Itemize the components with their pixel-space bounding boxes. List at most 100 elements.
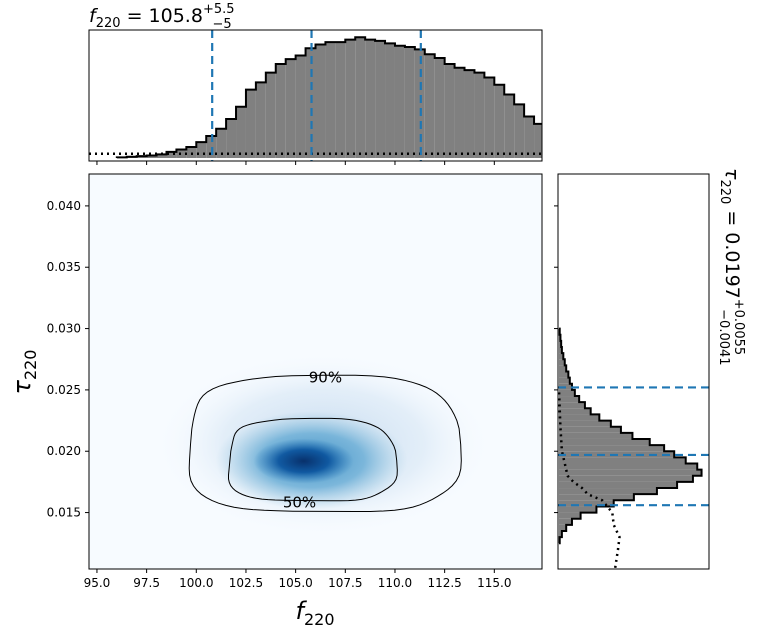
f220-bin	[414, 49, 425, 158]
y-axis-label: τ220	[8, 350, 40, 395]
density-heatmap	[154, 352, 493, 537]
tau220-bin	[559, 530, 562, 538]
tau220-bin	[559, 414, 600, 421]
contour-label-50: 50%	[283, 494, 316, 512]
contour-90	[188, 374, 462, 512]
f220-bin	[394, 45, 405, 159]
tau220-bin	[559, 402, 585, 409]
f220-bin	[564, 142, 574, 158]
tau220-bin	[559, 469, 702, 476]
x-axis-label: f220	[296, 597, 335, 629]
tau220-bin	[559, 438, 650, 446]
x-axis-ticks: 95.0 97.5 100.0 102.5 105.0 107.5 110.0 112.5 11…	[84, 569, 511, 590]
f220-bin	[196, 142, 207, 158]
f220-marginal-panel: f220 = 105.8+5.5 −5	[88, 2, 633, 165]
f220-bin	[226, 118, 237, 158]
joint-frame	[88, 173, 543, 570]
tau220-histogram	[558, 327, 703, 568]
tau220-bin	[559, 353, 564, 360]
right-panel-frame	[557, 173, 710, 570]
f220-bin	[216, 128, 227, 158]
joint-posterior-panel: 90% 50% 95.0 97.5 100.0 102.5 105.0 107.5 110.0…	[8, 173, 543, 629]
f220-quantile-lines	[211, 30, 422, 161]
f220-bin	[474, 72, 485, 158]
f220-bin	[245, 89, 256, 158]
f220-histogram-outline	[115, 36, 542, 159]
f220-bin	[176, 149, 187, 158]
tau220-bin	[559, 506, 597, 513]
f220-bin	[484, 77, 495, 158]
tau220-bin	[559, 500, 614, 507]
tau220-bin	[559, 426, 621, 433]
contour-label-90: 90%	[309, 368, 342, 386]
f220-bin	[554, 136, 564, 158]
tau220-title: τ220 = 0.0197+0.0055−0.0041	[716, 168, 746, 366]
f220-bin	[375, 40, 386, 158]
x-tick-label: 105.0	[278, 576, 312, 590]
tau220-bin	[559, 463, 698, 470]
f220-bin	[494, 84, 505, 158]
x-tick-label: 95.0	[84, 576, 111, 590]
tau220-bin	[559, 377, 570, 384]
f220-bin	[604, 154, 614, 158]
tau220-bin	[559, 445, 665, 452]
tau220-prior-line	[558, 389, 621, 568]
tau220-marginal-panel: τ220 = 0.0197+0.0055−0.0041	[554, 168, 746, 570]
f220-bin	[524, 116, 535, 158]
tau220-bin	[559, 420, 611, 427]
tau220-bin	[559, 371, 569, 378]
f220-bin	[584, 151, 594, 158]
tau220-bin	[559, 512, 581, 519]
f220-bin	[514, 104, 525, 158]
y-tick-label: 0.030	[47, 322, 81, 336]
tau220-bin	[559, 340, 562, 347]
density-core	[253, 438, 354, 484]
credible-contours: 90% 50%	[188, 368, 462, 512]
f220-bin	[574, 146, 584, 158]
f220-bin	[594, 153, 604, 158]
x-tick-label: 110.0	[378, 576, 412, 590]
f220-bin	[255, 82, 266, 158]
tau220-bin	[559, 524, 567, 531]
f220-bin	[544, 129, 554, 158]
f220-bin	[146, 155, 157, 158]
tau220-bin	[559, 488, 657, 495]
tau220-bin	[559, 481, 678, 489]
x-tick-label: 107.5	[328, 576, 362, 590]
tau220-bin	[559, 457, 686, 464]
f220-bin	[275, 64, 286, 158]
contour-50	[228, 417, 398, 502]
f220-bin	[534, 123, 542, 158]
tau220-bin	[559, 408, 591, 415]
tau220-histogram-outline	[558, 327, 703, 545]
right-panel-ticks	[554, 205, 558, 514]
f220-bin	[315, 44, 326, 158]
f220-bin	[464, 70, 475, 158]
f220-bin	[295, 55, 306, 158]
tau220-bin	[559, 518, 572, 525]
tau220-bin	[559, 475, 693, 482]
x-tick-label: 100.0	[179, 576, 213, 590]
f220-bin	[355, 37, 366, 158]
tau220-bin	[559, 365, 567, 372]
tau220-bin	[559, 432, 633, 439]
y-axis-ticks: 0.015 0.020 0.025 0.030 0.035 0.040	[47, 199, 89, 520]
f220-bin	[285, 59, 296, 158]
tau220-bin	[559, 346, 562, 354]
f220-bin	[335, 42, 346, 158]
y-tick-label: 0.020	[47, 444, 81, 458]
x-tick-label: 97.5	[133, 576, 160, 590]
f220-bin	[614, 156, 624, 158]
f220-bin	[305, 48, 316, 159]
f220-bin	[623, 157, 633, 158]
f220-bin	[365, 39, 376, 158]
y-tick-label: 0.025	[47, 383, 81, 397]
f220-histogram	[89, 36, 633, 159]
f220-bin	[236, 106, 246, 158]
y-tick-label: 0.040	[47, 199, 81, 213]
top-panel-ticks	[96, 161, 495, 165]
tau220-bin	[559, 359, 565, 366]
f220-bin	[424, 54, 435, 158]
tau220-bin	[559, 389, 575, 397]
f220-bin	[385, 43, 395, 158]
